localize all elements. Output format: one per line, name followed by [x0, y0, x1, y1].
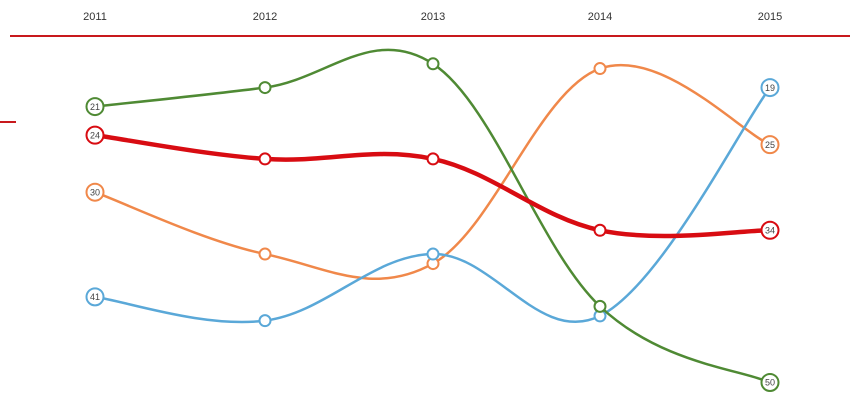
series-group: 30 25 41 19 21 50 24 34 — [85, 48, 780, 392]
data-point — [258, 81, 272, 95]
data-point — [426, 247, 440, 261]
series-line — [93, 48, 772, 384]
data-label: 41 — [90, 292, 100, 302]
data-point — [593, 223, 607, 237]
data-point — [258, 152, 272, 166]
data-label: 30 — [90, 187, 100, 197]
data-point — [426, 57, 440, 71]
series-line — [93, 86, 772, 324]
data-point — [85, 125, 105, 145]
data-point — [85, 97, 105, 117]
data-label: 50 — [765, 378, 775, 388]
data-label: 34 — [765, 225, 775, 235]
data-point — [85, 287, 105, 307]
series-line — [93, 63, 772, 280]
series-0: 21 50 — [85, 48, 780, 392]
x-tick-label: 2012 — [253, 11, 277, 23]
x-tick-label: 2015 — [758, 11, 782, 23]
x-tick-label: 2013 — [421, 11, 445, 23]
data-point — [760, 372, 780, 392]
data-label: 21 — [90, 102, 100, 112]
data-label: 24 — [90, 130, 100, 140]
data-label: 19 — [765, 83, 775, 93]
data-point — [426, 152, 440, 166]
series-2: 30 25 — [85, 62, 780, 280]
data-point — [760, 135, 780, 155]
data-point — [760, 78, 780, 98]
data-point — [258, 314, 272, 328]
x-tick-label: 2011 — [83, 11, 107, 23]
data-point — [85, 182, 105, 202]
data-point — [760, 220, 780, 240]
x-axis: 2011 2012 2013 2014 2015 — [0, 11, 850, 123]
data-point — [593, 299, 607, 313]
series-3: 41 19 — [85, 78, 780, 328]
data-point — [258, 247, 272, 261]
x-tick-label: 2014 — [588, 11, 612, 23]
data-label: 25 — [765, 140, 775, 150]
data-point — [593, 62, 607, 76]
series-1: 24 34 — [85, 125, 780, 240]
series-line — [92, 132, 773, 239]
